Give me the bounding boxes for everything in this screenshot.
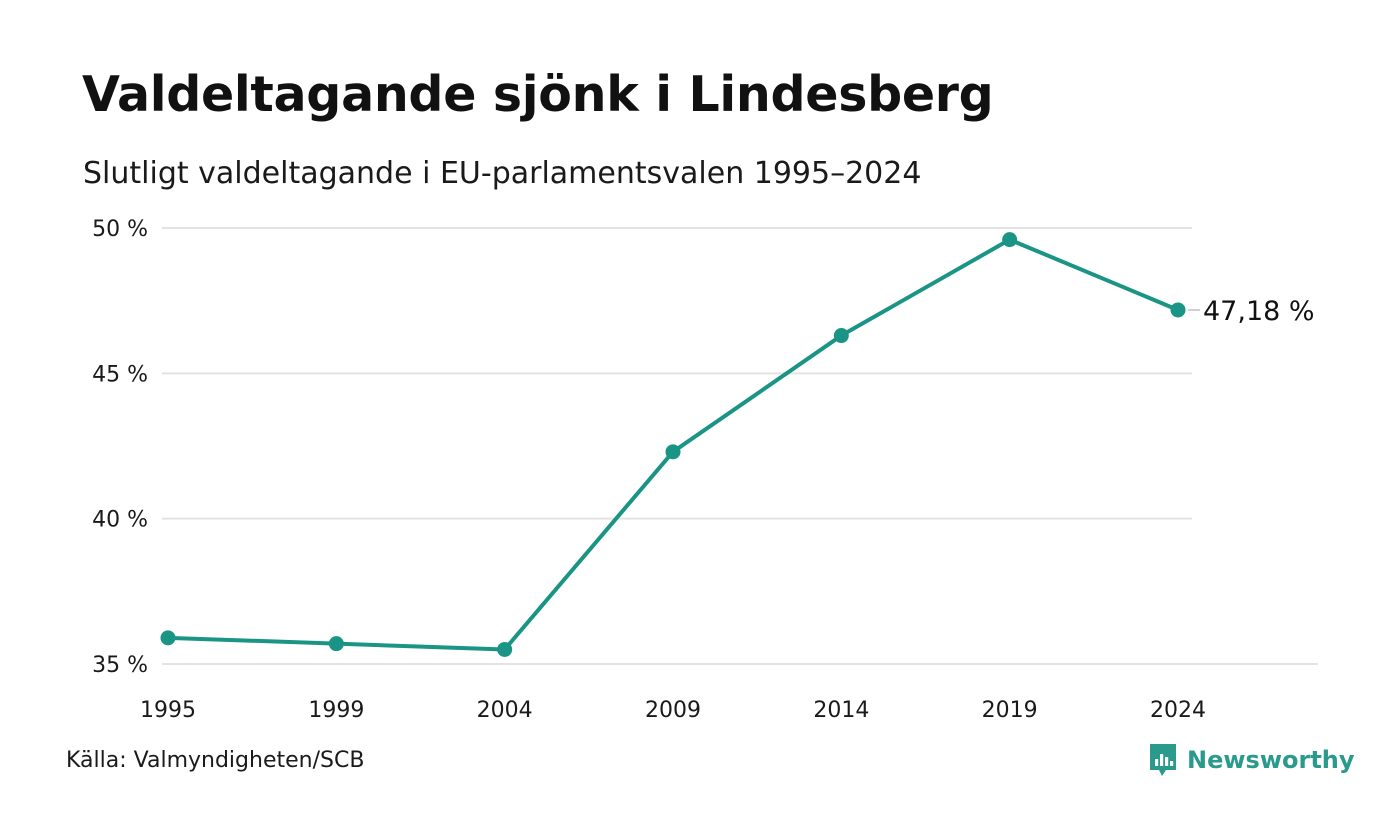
data-point	[1002, 232, 1018, 248]
x-axis-tick-labels: 1995 1999 2004 2009 2014 2019 2024	[140, 698, 1206, 723]
data-point	[497, 641, 513, 657]
y-axis-tick-labels: 50 % 45 % 40 % 35 %	[92, 217, 148, 678]
end-value-label: 47,18 %	[1203, 296, 1315, 327]
series-turnout	[160, 232, 1186, 657]
x-tick-label: 1999	[308, 698, 364, 723]
chart-subtitle: Slutligt valdeltagande i EU-parlamentsva…	[83, 156, 922, 191]
y-tick-label: 40 %	[92, 508, 148, 533]
end-value-label-group: 47,18 %	[1188, 296, 1315, 327]
x-tick-label: 2019	[982, 698, 1038, 723]
y-tick-label: 35 %	[92, 653, 148, 678]
x-tick-label: 2024	[1150, 698, 1206, 723]
brand-logo: Newsworthy	[1148, 742, 1355, 778]
y-tick-label: 45 %	[92, 362, 148, 387]
x-tick-label: 2004	[477, 698, 533, 723]
x-tick-label: 2014	[813, 698, 869, 723]
x-tick-label: 2009	[645, 698, 701, 723]
y-tick-label: 50 %	[92, 217, 148, 242]
source-note: Källa: Valmyndigheten/SCB	[66, 748, 365, 773]
data-point	[328, 636, 344, 652]
data-point	[665, 444, 681, 460]
newsworthy-logo-icon	[1150, 744, 1176, 776]
data-point	[1170, 302, 1186, 318]
chart-title: Valdeltagande sjönk i Lindesberg	[82, 66, 994, 123]
x-tick-label: 1995	[140, 698, 196, 723]
data-point	[160, 630, 176, 646]
data-point	[833, 328, 849, 344]
brand-name: Newsworthy	[1187, 746, 1355, 774]
gridlines	[162, 227, 1318, 665]
